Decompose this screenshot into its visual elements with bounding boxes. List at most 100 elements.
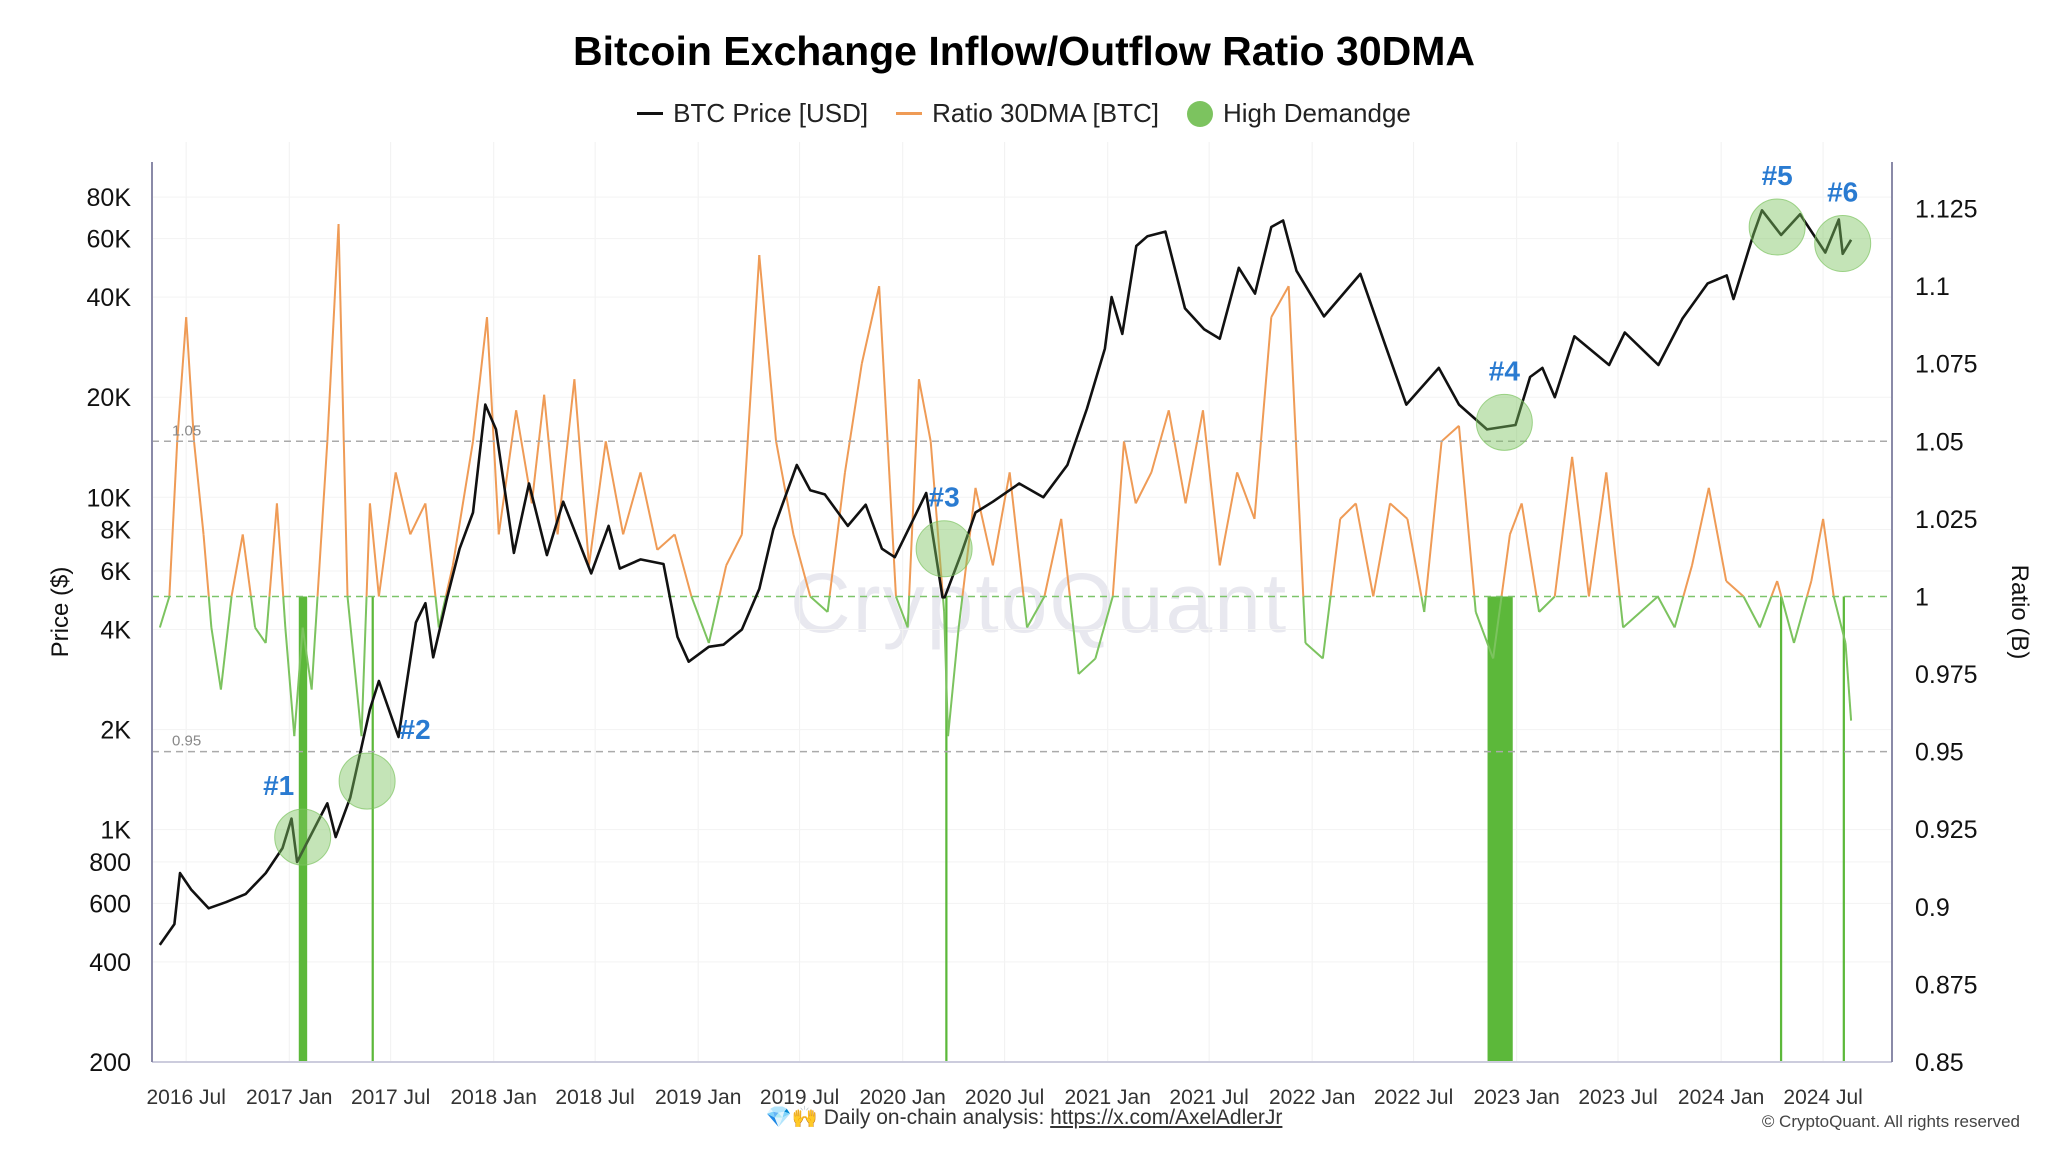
y-right-tick-label: 1.075 <box>1915 351 1978 379</box>
y-right-tick-label: 1.125 <box>1915 196 1978 224</box>
ratio-segment <box>293 627 304 737</box>
ratio-segment <box>1509 503 1523 535</box>
ratio-segment <box>1406 518 1423 597</box>
legend-item-ratio[interactable]: Ratio 30DMA [BTC] <box>896 98 1159 129</box>
ratio-segment <box>1776 580 1783 597</box>
annotations: #1 #2 #3 #4 #5 #6 <box>263 160 1872 866</box>
y-right-axis-title: Ratio (B) <box>2006 565 2033 660</box>
ratio-segment <box>368 503 380 597</box>
ratio-segment <box>1424 441 1443 597</box>
high-demand-bar <box>371 596 374 1062</box>
ratio-segment <box>1122 441 1137 504</box>
ratio-segment <box>185 317 196 442</box>
ratio-segment <box>1094 596 1114 659</box>
y-right-tick-label: 0.875 <box>1915 971 1978 999</box>
x-tick-label: 2018 Jul <box>555 1086 634 1109</box>
reference-line-label: 1.05 <box>172 422 201 439</box>
ratio-segment <box>275 503 285 597</box>
ratio-segment <box>639 472 659 551</box>
legend: BTC Price [USD] Ratio 30DMA [BTC] High D… <box>0 98 2048 129</box>
footer-emoji: 💎🙌 <box>765 1106 818 1129</box>
ratio-segment <box>365 503 371 597</box>
ratio-segment <box>241 534 252 597</box>
ratio-segment <box>176 317 188 442</box>
y-right-tick-label: 0.85 <box>1915 1049 1964 1077</box>
ratio-segment <box>394 472 412 535</box>
ratio-segment <box>1605 472 1621 597</box>
ratio-segment <box>168 441 179 597</box>
annotation-label: #3 <box>929 482 960 513</box>
ratio-segment <box>316 441 329 597</box>
ratio-segment <box>1068 596 1080 675</box>
ratio-segment <box>1832 596 1847 644</box>
y-left-tick-label: 400 <box>89 949 131 977</box>
ratio-segment <box>530 394 546 504</box>
ratio-segment <box>497 410 518 535</box>
ratio-segment <box>310 596 319 690</box>
reference-lines: 1.05 0.95 <box>152 422 1892 753</box>
ratio-segment <box>437 596 447 628</box>
chart-title: Bitcoin Exchange Inflow/Outflow Ratio 30… <box>572 28 1476 74</box>
ratio-segment <box>1707 487 1728 582</box>
ratio-segment <box>1184 410 1204 504</box>
ratio-segment <box>264 596 271 644</box>
y-left-tick-label: 2K <box>100 717 131 745</box>
ratio-segment <box>917 379 932 442</box>
ratio-segment <box>1302 596 1307 644</box>
ratio-segment <box>1780 596 1795 644</box>
ratio-segment <box>957 596 964 628</box>
high-demand-bar <box>298 596 308 1062</box>
high-demand-bar <box>1842 596 1845 1062</box>
x-tick-label: 2018 Jan <box>451 1086 537 1109</box>
ratio-segment <box>472 317 488 442</box>
y-right-tick-label: 0.975 <box>1915 661 1978 689</box>
legend-label-high-demand: High Demandge <box>1223 98 1411 128</box>
y-left-tick-label: 8K <box>100 516 131 544</box>
annotation-marker <box>1748 198 1806 256</box>
x-tick-label: 2019 Jul <box>760 1086 839 1109</box>
x-tick-label: 2017 Jul <box>351 1086 430 1109</box>
y-right-tick-label: 0.925 <box>1915 816 1978 844</box>
ratio-segment <box>1134 471 1153 504</box>
ratio-segment <box>337 224 349 597</box>
ratio-segment <box>1389 502 1409 520</box>
x-tick-label: 2021 Jul <box>1169 1086 1248 1109</box>
ratio-segment <box>1793 596 1808 644</box>
ratio-segment <box>843 363 863 473</box>
annotation-marker <box>274 808 332 866</box>
footer-text: Daily on-chain analysis: <box>823 1106 1045 1129</box>
y-right-tick-label: 1.1 <box>1915 273 1950 301</box>
ratio-segment <box>346 596 363 737</box>
ratio-segment <box>1077 657 1097 675</box>
legend-item-btc-price[interactable]: BTC Price [USD] <box>637 98 868 129</box>
ratio-segment <box>424 503 437 597</box>
ratio-segment <box>809 595 829 613</box>
ratio-segment <box>573 379 590 566</box>
ratio-segment <box>210 627 222 690</box>
ratio-segment <box>1742 596 1761 628</box>
ratio-segment <box>906 596 911 628</box>
annotation-label: #4 <box>1489 355 1521 386</box>
footer-link[interactable]: https://x.com/AxelAdlerJr <box>1050 1106 1283 1129</box>
ratio-segment <box>1321 596 1332 659</box>
legend-label-ratio: Ratio 30DMA [BTC] <box>932 98 1159 128</box>
y-left-tick-label: 6K <box>100 558 131 586</box>
ratio-segment <box>1423 596 1427 613</box>
legend-swatch-high-demand <box>1187 100 1213 127</box>
y-right-tick-label: 0.9 <box>1915 894 1950 922</box>
ratio-segment <box>434 596 440 628</box>
y-left-tick-label: 60K <box>87 226 132 254</box>
y-left-tick-label: 600 <box>89 890 131 918</box>
y-left-tick-label: 4K <box>100 617 131 645</box>
y-right-tick-label: 1 <box>1915 583 1929 611</box>
y-left-tick-label: 10K <box>87 484 132 512</box>
legend-label-btc-price: BTC Price [USD] <box>673 98 869 128</box>
price-series <box>158 209 1853 946</box>
ratio-segment <box>1673 596 1685 628</box>
ratio-series <box>158 224 1853 737</box>
ratio-segment <box>1167 410 1187 504</box>
ratio-segment <box>1457 425 1476 597</box>
x-tick-label: 2022 Jul <box>1374 1086 1453 1109</box>
legend-item-high-demand[interactable]: High Demandge <box>1187 98 1411 129</box>
ratio-segment <box>1354 503 1375 597</box>
